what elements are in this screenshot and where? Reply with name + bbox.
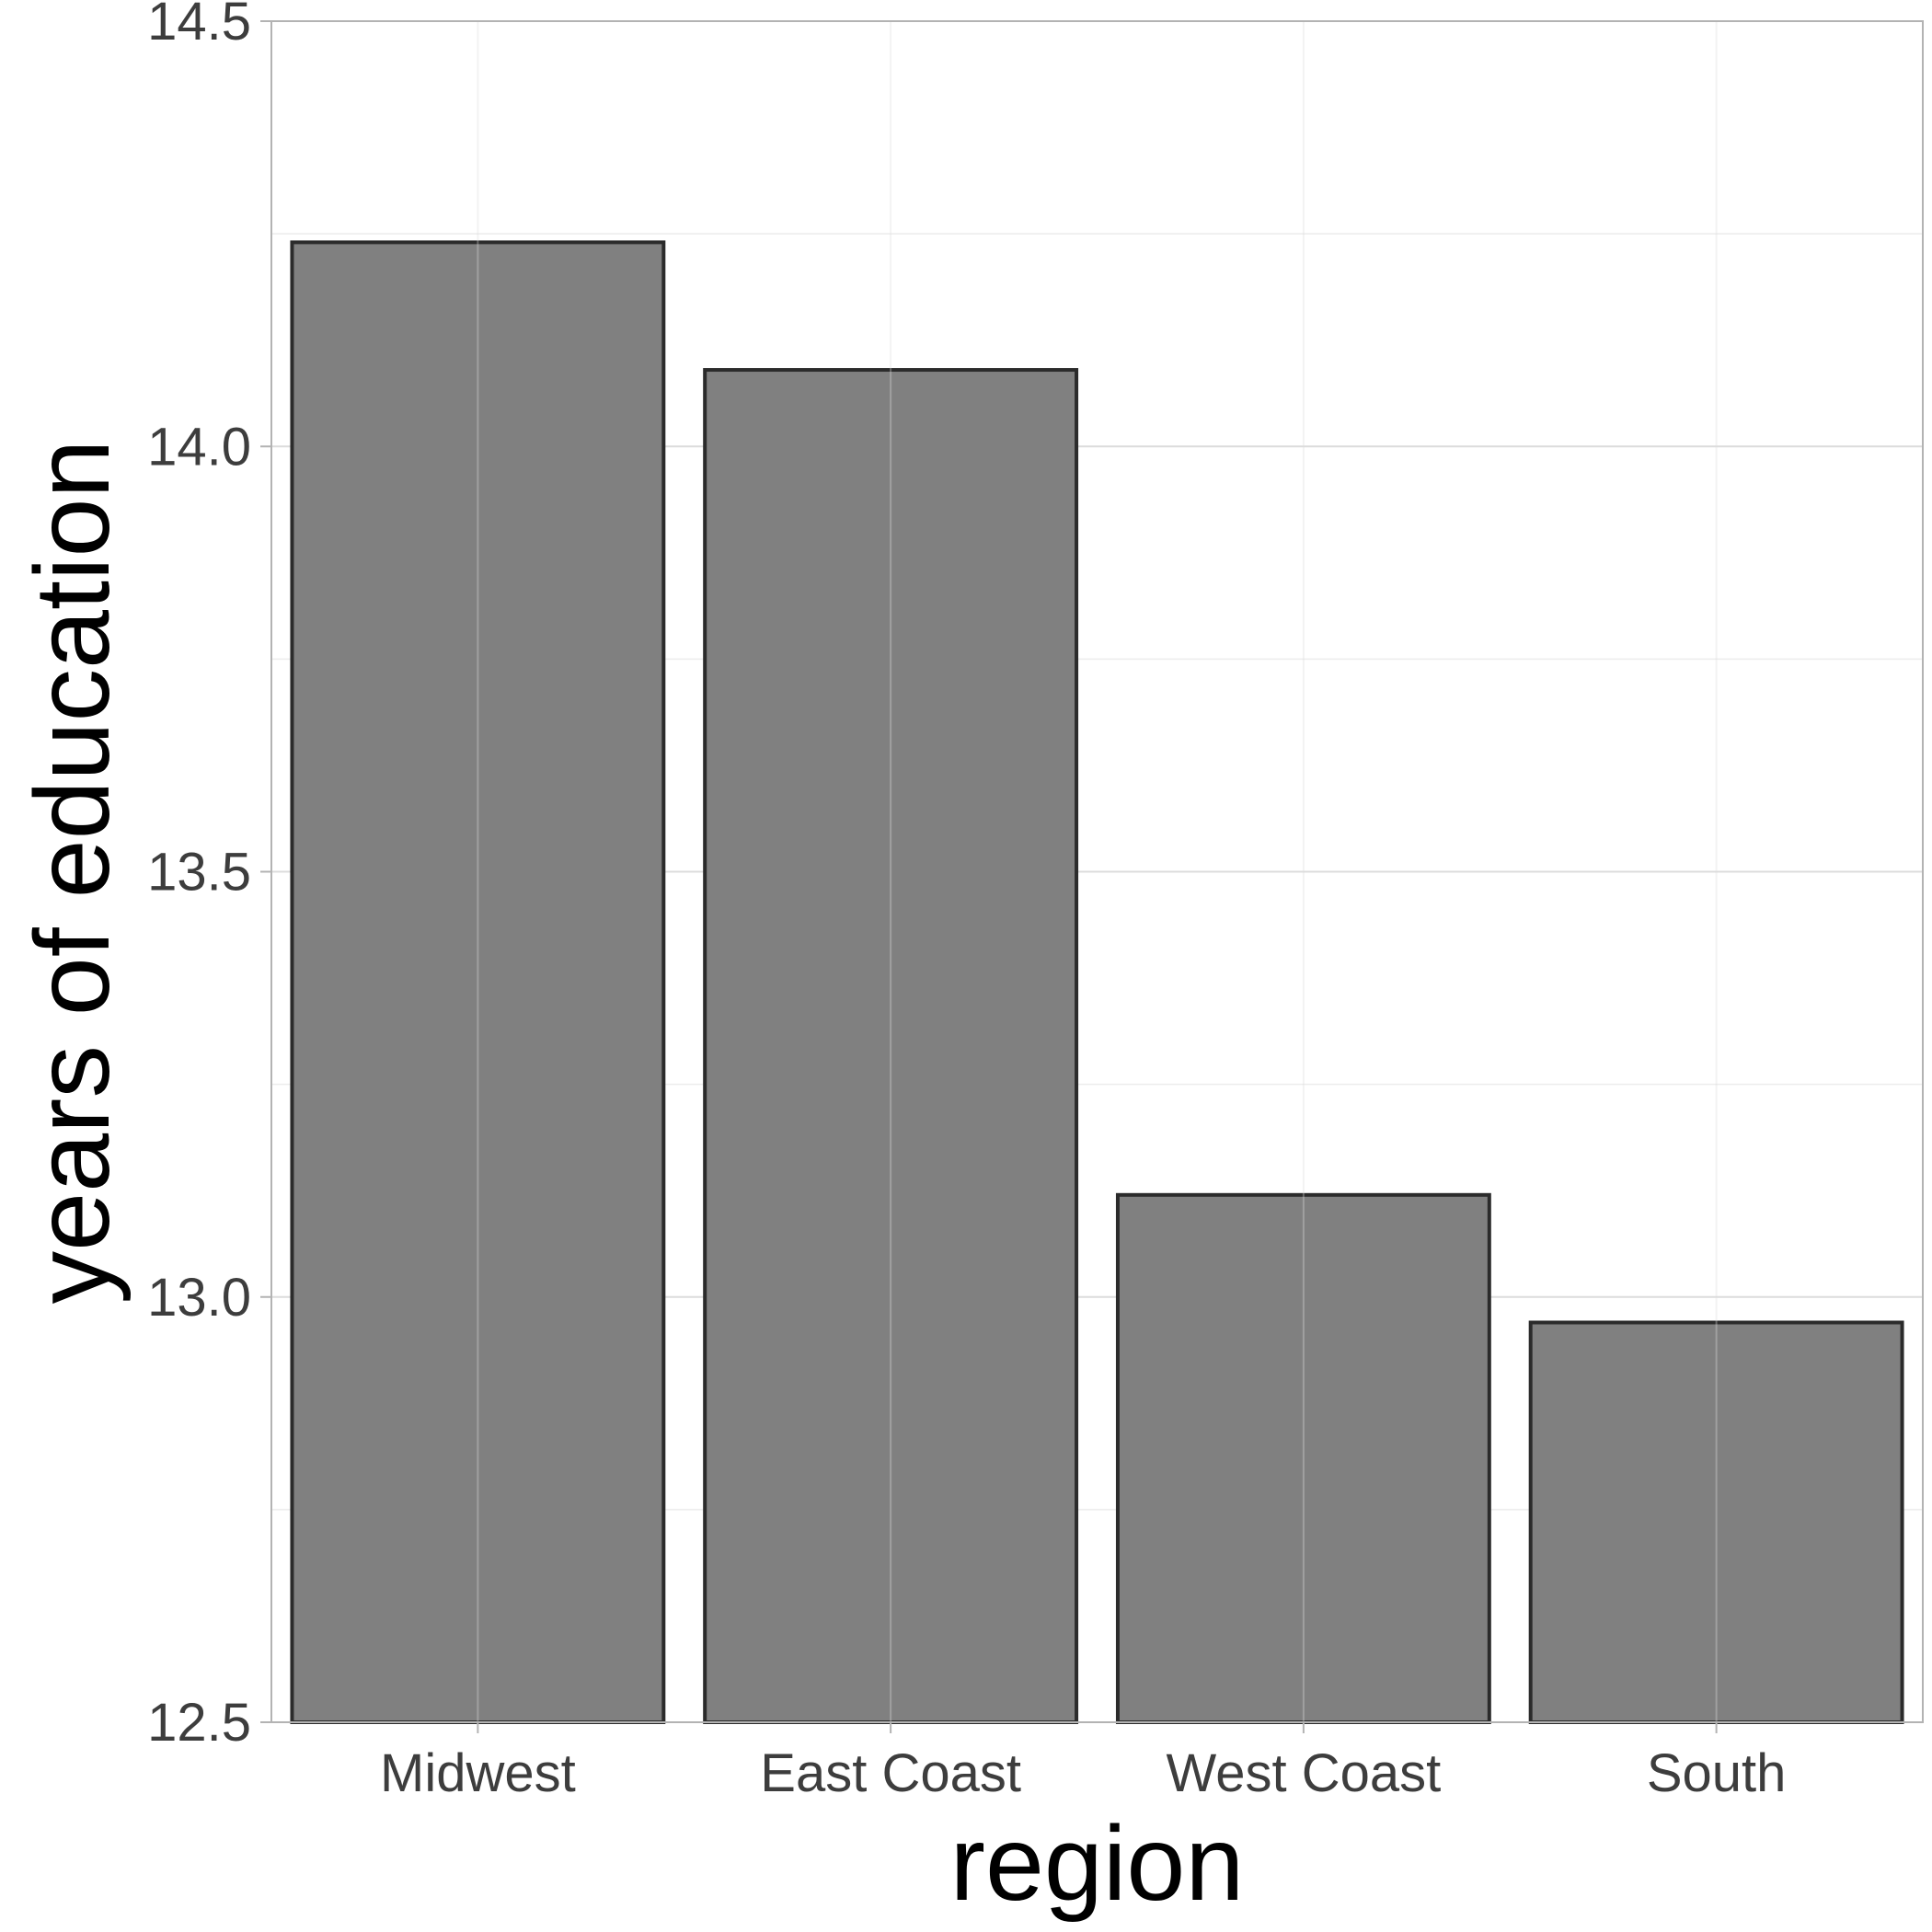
y-tick-labels: 12.5 13.0 13.5 14.0 14.5 (147, 0, 251, 1753)
x-axis-title: region (950, 1805, 1245, 1923)
y-tick-label: 13.5 (147, 843, 251, 903)
x-tick-label: West Coast (1167, 1743, 1442, 1803)
y-tick-label: 12.5 (147, 1693, 251, 1753)
y-axis-title: years of education (14, 440, 132, 1305)
x-tick-label: Midwest (380, 1743, 576, 1803)
vertical-grid (477, 21, 1718, 1722)
x-tick-labels: Midwest East Coast West Coast South (380, 1743, 1786, 1803)
x-tick-label: East Coast (760, 1743, 1021, 1803)
y-tick-label: 13.0 (147, 1268, 251, 1328)
x-tick-label: South (1647, 1743, 1787, 1803)
y-tick-label: 14.0 (147, 417, 251, 477)
bar-midwest (290, 240, 666, 1724)
y-tick-label: 14.5 (147, 0, 251, 52)
axis-ticks (260, 20, 1718, 1733)
bars (290, 240, 1904, 1725)
